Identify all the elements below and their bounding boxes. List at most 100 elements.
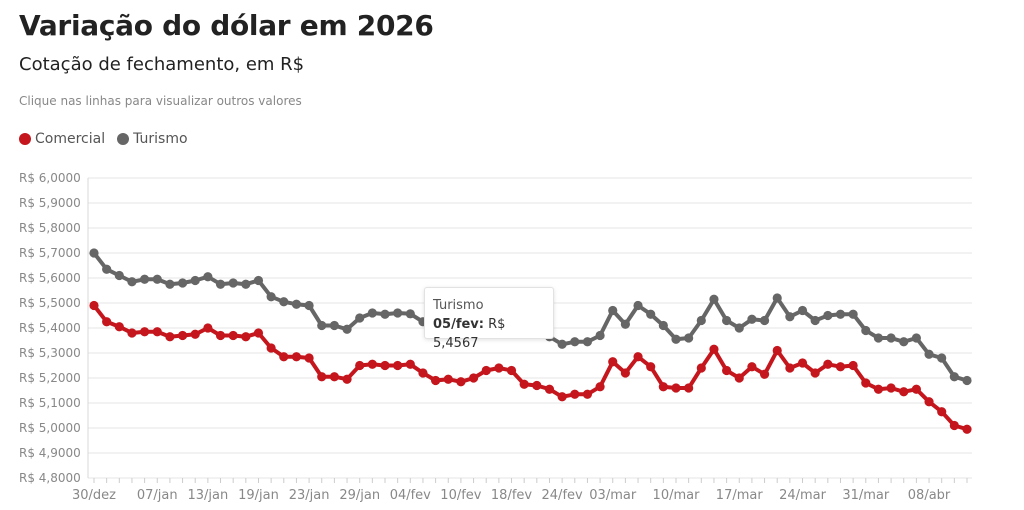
data-point-turismo[interactable] bbox=[886, 333, 896, 343]
data-point-comercial[interactable] bbox=[443, 374, 453, 384]
data-point-comercial[interactable] bbox=[709, 344, 719, 354]
data-point-comercial[interactable] bbox=[848, 360, 858, 371]
data-point-turismo[interactable] bbox=[342, 324, 352, 334]
data-point-turismo[interactable] bbox=[114, 270, 124, 281]
data-point-turismo[interactable] bbox=[291, 299, 302, 309]
data-point-comercial[interactable] bbox=[418, 368, 428, 378]
data-point-comercial[interactable] bbox=[734, 373, 744, 383]
data-point-turismo[interactable] bbox=[393, 308, 403, 318]
data-point-comercial[interactable] bbox=[393, 360, 403, 371]
data-point-comercial[interactable] bbox=[506, 365, 517, 376]
data-point-turismo[interactable] bbox=[215, 279, 226, 289]
data-point-turismo[interactable] bbox=[962, 375, 972, 386]
data-point-turismo[interactable] bbox=[557, 339, 567, 349]
data-point-comercial[interactable] bbox=[797, 358, 808, 368]
data-point-turismo[interactable] bbox=[89, 248, 99, 258]
data-point-comercial[interactable] bbox=[595, 382, 605, 392]
data-point-comercial[interactable] bbox=[165, 332, 175, 342]
data-point-turismo[interactable] bbox=[823, 310, 833, 321]
data-point-comercial[interactable] bbox=[89, 300, 99, 311]
data-point-turismo[interactable] bbox=[595, 330, 605, 341]
data-point-comercial[interactable] bbox=[355, 360, 365, 371]
data-point-turismo[interactable] bbox=[937, 353, 947, 363]
data-point-comercial[interactable] bbox=[873, 384, 884, 394]
data-point-turismo[interactable] bbox=[367, 308, 377, 318]
data-point-comercial[interactable] bbox=[658, 382, 668, 392]
data-point-comercial[interactable] bbox=[405, 359, 415, 369]
data-point-turismo[interactable] bbox=[582, 337, 593, 347]
data-point-turismo[interactable] bbox=[253, 275, 264, 286]
data-point-turismo[interactable] bbox=[861, 325, 871, 336]
legend-item-turismo[interactable]: Turismo bbox=[117, 131, 188, 147]
data-point-comercial[interactable] bbox=[215, 330, 226, 341]
data-point-turismo[interactable] bbox=[266, 292, 276, 302]
series-line-comercial[interactable] bbox=[92, 303, 969, 432]
data-point-comercial[interactable] bbox=[190, 329, 200, 339]
data-point-comercial[interactable] bbox=[304, 353, 314, 363]
data-point-turismo[interactable] bbox=[709, 294, 719, 304]
data-point-comercial[interactable] bbox=[911, 384, 921, 394]
data-point-comercial[interactable] bbox=[367, 359, 377, 369]
data-point-turismo[interactable] bbox=[570, 337, 580, 347]
data-point-turismo[interactable] bbox=[949, 372, 959, 382]
data-point-turismo[interactable] bbox=[772, 293, 782, 303]
data-point-comercial[interactable] bbox=[279, 352, 289, 362]
data-point-turismo[interactable] bbox=[658, 320, 668, 331]
data-point-turismo[interactable] bbox=[873, 333, 884, 343]
data-point-turismo[interactable] bbox=[304, 300, 314, 311]
data-point-comercial[interactable] bbox=[633, 352, 643, 362]
data-point-turismo[interactable] bbox=[722, 315, 732, 326]
series-comercial[interactable] bbox=[89, 300, 972, 434]
data-point-comercial[interactable] bbox=[861, 378, 871, 388]
data-point-comercial[interactable] bbox=[899, 387, 909, 397]
data-point-turismo[interactable] bbox=[152, 274, 162, 284]
data-point-turismo[interactable] bbox=[608, 305, 618, 316]
data-point-comercial[interactable] bbox=[532, 380, 542, 391]
data-point-comercial[interactable] bbox=[266, 343, 276, 353]
data-point-turismo[interactable] bbox=[177, 278, 188, 288]
data-point-comercial[interactable] bbox=[772, 345, 782, 356]
data-point-comercial[interactable] bbox=[317, 372, 327, 382]
data-point-turismo[interactable] bbox=[684, 333, 694, 343]
data-point-turismo[interactable] bbox=[203, 272, 213, 282]
data-point-comercial[interactable] bbox=[557, 392, 567, 402]
data-point-comercial[interactable] bbox=[241, 332, 251, 342]
data-point-turismo[interactable] bbox=[797, 305, 808, 316]
data-point-turismo[interactable] bbox=[785, 312, 795, 322]
data-point-comercial[interactable] bbox=[949, 420, 959, 431]
data-point-turismo[interactable] bbox=[140, 274, 150, 284]
data-point-comercial[interactable] bbox=[544, 384, 555, 394]
data-point-comercial[interactable] bbox=[835, 362, 846, 372]
data-point-turismo[interactable] bbox=[317, 320, 327, 331]
data-point-turismo[interactable] bbox=[165, 279, 175, 289]
data-point-turismo[interactable] bbox=[848, 309, 858, 319]
data-point-turismo[interactable] bbox=[620, 319, 630, 329]
data-point-comercial[interactable] bbox=[253, 328, 264, 338]
data-point-comercial[interactable] bbox=[671, 383, 681, 393]
data-point-turismo[interactable] bbox=[899, 337, 909, 347]
data-point-turismo[interactable] bbox=[747, 314, 757, 324]
data-point-comercial[interactable] bbox=[152, 327, 162, 337]
data-point-comercial[interactable] bbox=[937, 407, 947, 417]
data-point-comercial[interactable] bbox=[886, 383, 896, 393]
data-point-turismo[interactable] bbox=[696, 315, 706, 326]
data-point-comercial[interactable] bbox=[924, 397, 934, 407]
data-point-comercial[interactable] bbox=[456, 377, 466, 387]
data-point-comercial[interactable] bbox=[468, 373, 479, 383]
data-point-turismo[interactable] bbox=[102, 264, 112, 274]
legend-item-comercial[interactable]: Comercial bbox=[19, 131, 105, 147]
data-point-comercial[interactable] bbox=[329, 372, 339, 382]
data-point-turismo[interactable] bbox=[924, 349, 934, 359]
data-point-turismo[interactable] bbox=[241, 279, 251, 289]
data-point-comercial[interactable] bbox=[127, 328, 137, 338]
data-point-turismo[interactable] bbox=[405, 309, 415, 319]
data-point-turismo[interactable] bbox=[380, 309, 390, 319]
data-point-comercial[interactable] bbox=[785, 363, 795, 373]
data-point-turismo[interactable] bbox=[127, 277, 137, 287]
data-point-comercial[interactable] bbox=[342, 374, 352, 384]
data-point-turismo[interactable] bbox=[671, 334, 681, 344]
data-point-turismo[interactable] bbox=[810, 315, 820, 326]
data-point-comercial[interactable] bbox=[431, 375, 441, 386]
data-point-comercial[interactable] bbox=[722, 365, 732, 376]
data-point-comercial[interactable] bbox=[203, 323, 213, 333]
